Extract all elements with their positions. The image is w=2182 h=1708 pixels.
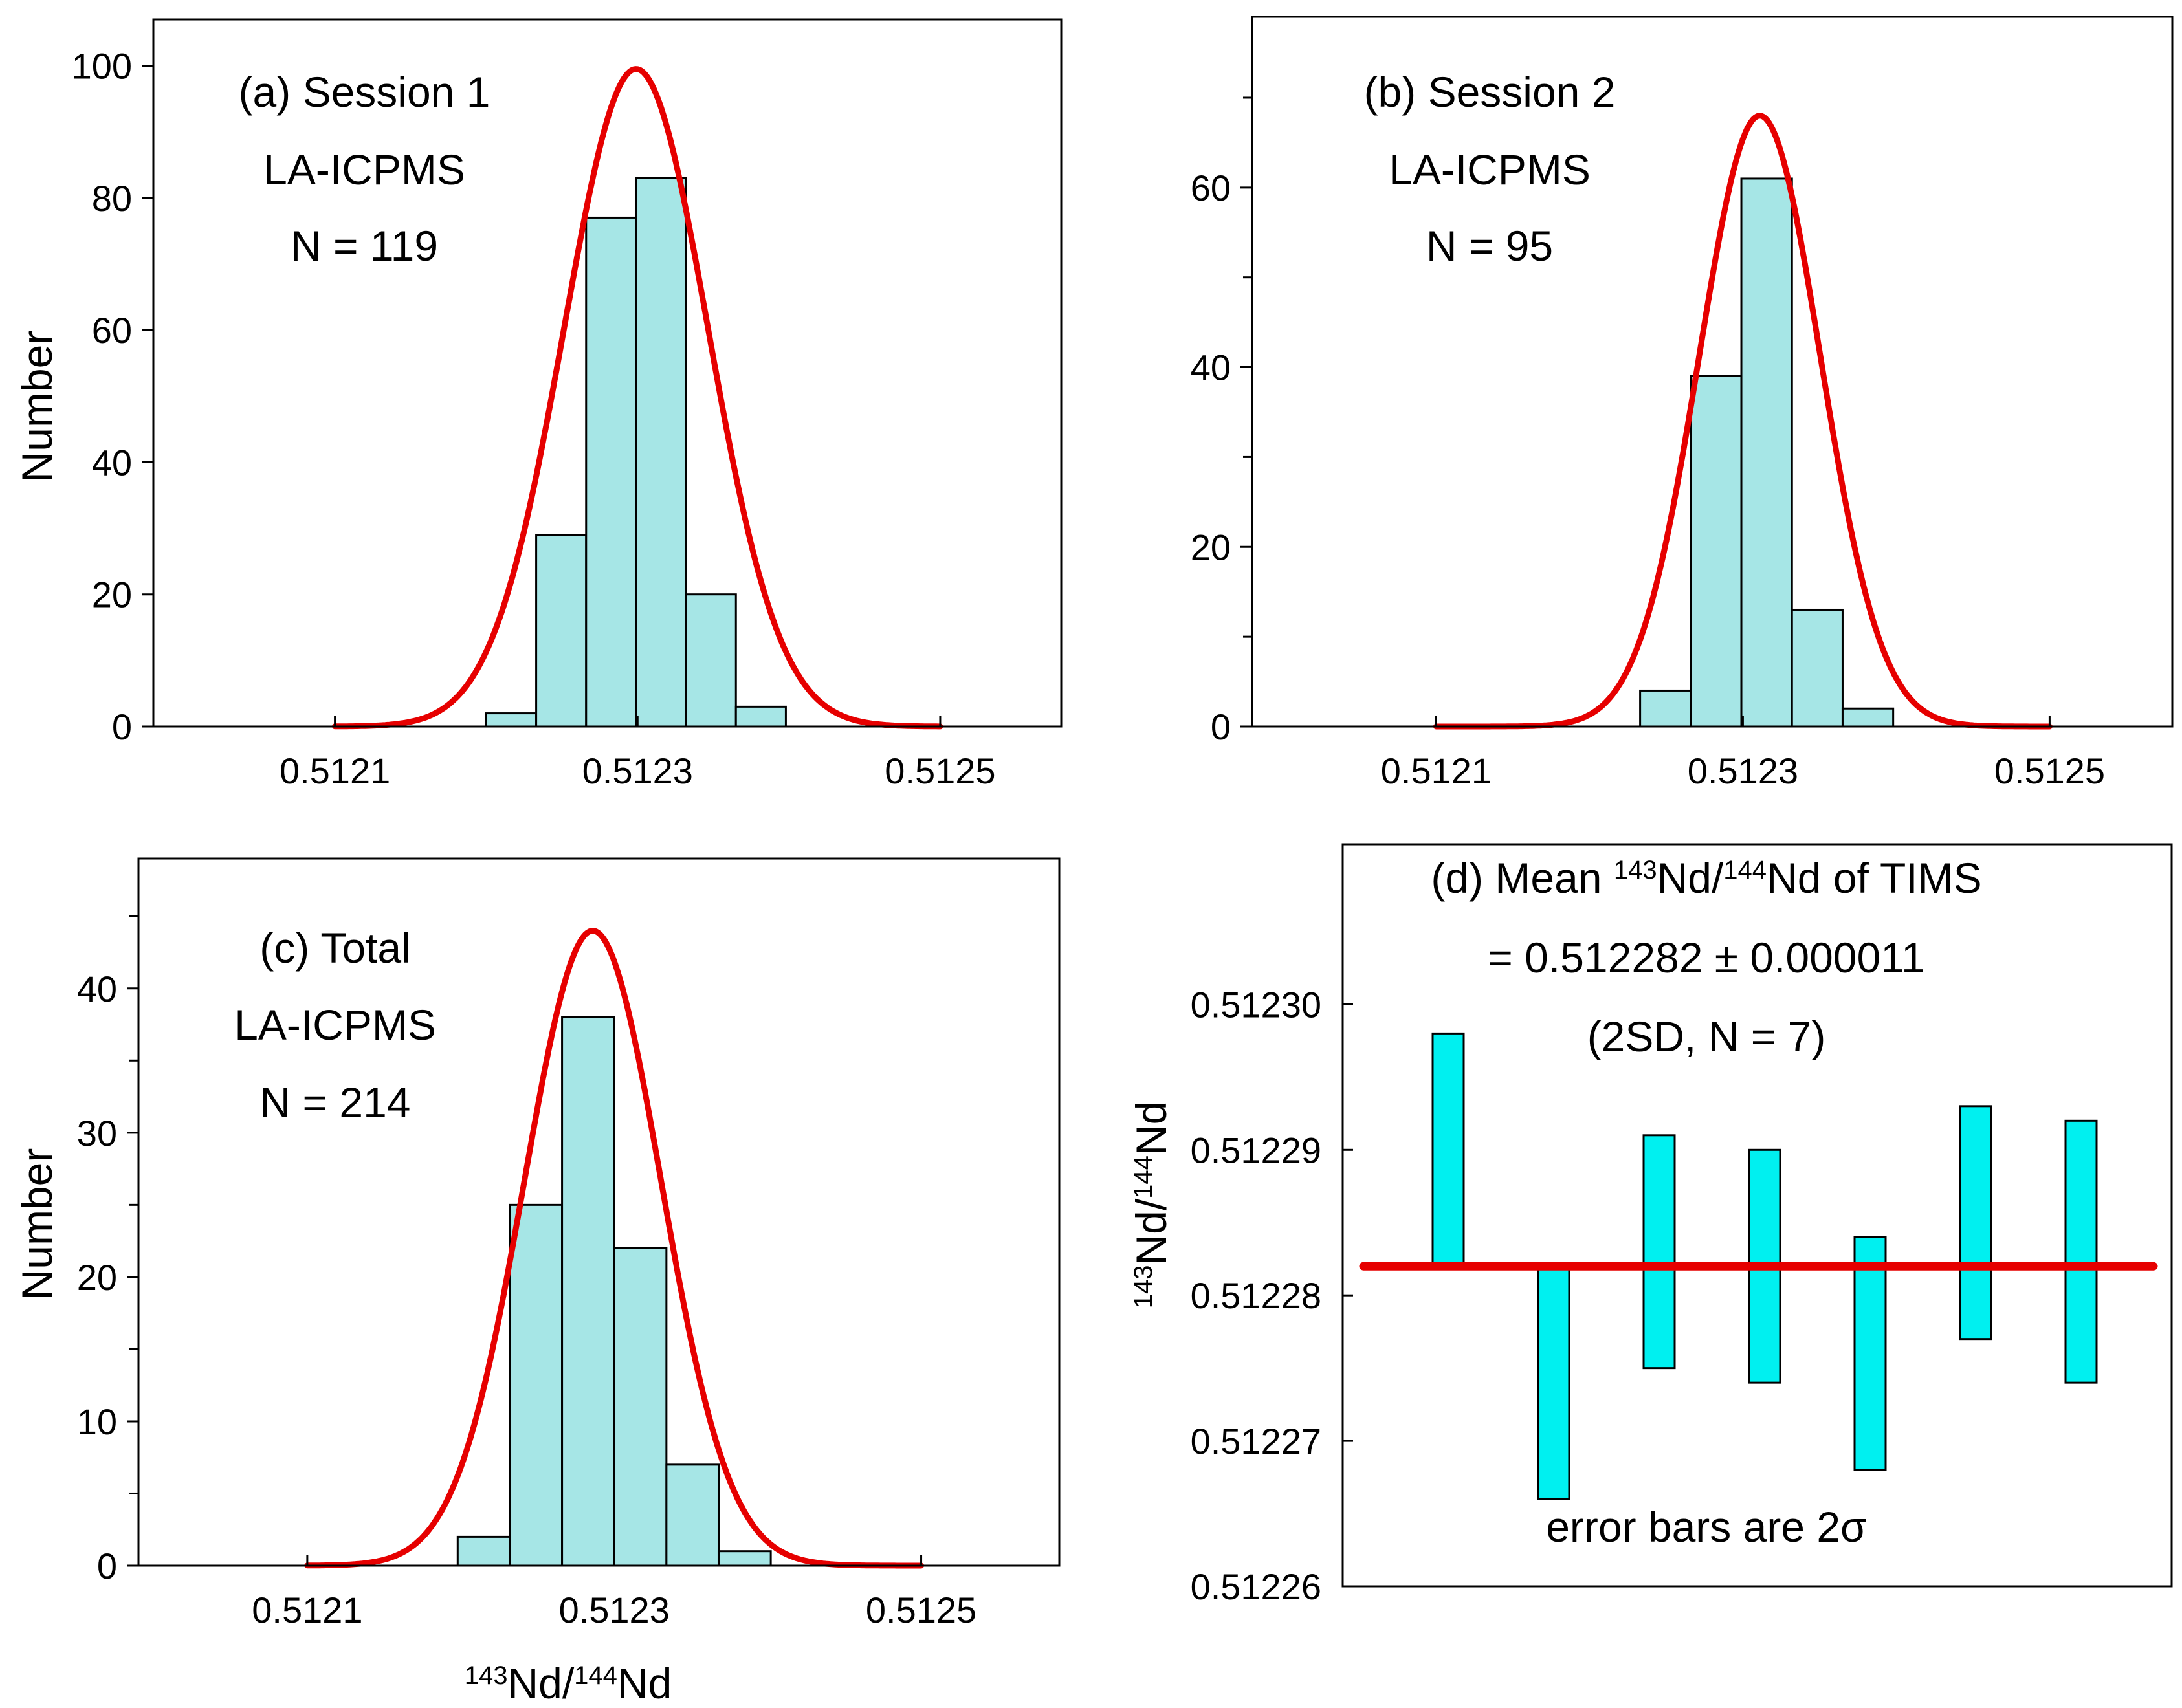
- histogram-bar: [1841, 707, 1895, 728]
- panel-b: 0.5121 0.5123 0.5125 0 20 40 60 (b) Session 2 LA…: [1191, 16, 2174, 791]
- gaussian-fit-curve: [332, 66, 943, 730]
- panel-annotation: LA-ICPMS: [1389, 146, 1591, 193]
- histogram-bar: [485, 712, 538, 728]
- error-bar: [1431, 1032, 1465, 1267]
- y-tick-label: 0.51230: [1191, 984, 1321, 1025]
- x-tick-label: 0.5123: [1688, 750, 1798, 791]
- histogram-bar: [734, 705, 787, 728]
- error-bar: [1853, 1236, 1887, 1471]
- y-tick-label: 100: [72, 46, 132, 87]
- histogram-bar: [685, 593, 737, 728]
- y-tick-label: 60: [1191, 168, 1231, 208]
- plot-frame: [1341, 843, 2173, 1588]
- panel-annotation: LA-ICPMS: [234, 1001, 436, 1049]
- y-tick-label: 0.51227: [1191, 1421, 1321, 1462]
- x-tick-label: 0.5121: [1381, 750, 1492, 791]
- panel-d: 0.51226 0.51227 0.51228 0.51229 0.51230 error…: [1127, 843, 2173, 1607]
- error-bar: [1642, 1134, 1676, 1370]
- histogram-bar: [635, 177, 687, 728]
- panel-c: 0.5121 0.5123 0.5125 0 10 20 30 40 (c) Total LA-I…: [13, 857, 1061, 1707]
- histogram-bar: [665, 1463, 720, 1567]
- y-tick-label: 80: [92, 178, 132, 219]
- panel-annotation: N = 214: [260, 1078, 411, 1126]
- y-tick-label: 60: [92, 310, 132, 351]
- histogram-bar: [585, 216, 637, 728]
- y-tick-label: 0: [112, 706, 132, 747]
- plot-frame: [1251, 16, 2174, 728]
- y-tick-label: 0: [97, 1546, 117, 1586]
- panel-annotation: (b) Session 2: [1364, 68, 1616, 116]
- plot-frame: [152, 18, 1063, 728]
- plot-frame: [137, 857, 1061, 1567]
- footnote: error bars are 2σ: [1546, 1503, 1867, 1551]
- x-tick-label: 0.5125: [866, 1590, 976, 1630]
- error-bar: [1959, 1105, 1992, 1341]
- histogram-bar: [456, 1535, 511, 1567]
- error-bar: [1537, 1265, 1570, 1500]
- y-tick-label: 20: [92, 575, 132, 615]
- y-tick-label: 10: [77, 1401, 117, 1442]
- y-tick-label: 40: [77, 969, 117, 1009]
- panel-annotation: N = 119: [291, 222, 438, 270]
- y-tick-label: 20: [77, 1257, 117, 1298]
- panel-annotation: = 0.512282 ± 0.000011: [1488, 934, 1924, 981]
- y-tick-label: 40: [92, 442, 132, 483]
- error-bar: [2064, 1119, 2098, 1384]
- histogram-bar: [1740, 177, 1793, 728]
- x-tick-label: 0.5121: [252, 1590, 362, 1630]
- y-axis-label: Number: [13, 1148, 61, 1300]
- y-tick-label: 20: [1191, 527, 1231, 567]
- y-tick-label: 0: [1211, 706, 1231, 747]
- y-tick-label: 0.51226: [1191, 1566, 1321, 1607]
- panel-annotation: (d) Mean 143Nd/144Nd of TIMS: [1431, 854, 1981, 902]
- histogram-bar: [535, 534, 588, 728]
- panel-annotation: LA-ICPMS: [263, 146, 465, 193]
- panel-annotation: (c) Total: [259, 924, 411, 972]
- panel-a: 0.5121 0.5123 0.5125 0 20 40 60 80 100 (a) Sessio…: [13, 18, 1063, 791]
- panel-annotation: (2SD, N = 7): [1587, 1013, 1826, 1060]
- x-tick-label: 0.5125: [1994, 750, 2105, 791]
- histogram-bar: [561, 1016, 615, 1567]
- y-tick-label: 30: [77, 1113, 117, 1154]
- y-axis-label: Number: [13, 331, 61, 483]
- histogram-bar: [1690, 375, 1743, 728]
- gaussian-fit-curve: [304, 928, 924, 1569]
- x-tick-label: 0.5121: [280, 750, 390, 791]
- y-tick-label: 0.51229: [1191, 1130, 1321, 1170]
- histogram-bar: [1791, 608, 1844, 728]
- panel-annotation: N = 95: [1426, 222, 1553, 270]
- y-tick-label: 0.51228: [1191, 1275, 1321, 1316]
- histogram-bar: [1639, 689, 1692, 728]
- x-tick-label: 0.5123: [582, 750, 693, 791]
- x-tick-label: 0.5125: [885, 750, 995, 791]
- x-tick-label: 0.5123: [559, 1590, 670, 1630]
- histogram-bar: [717, 1550, 772, 1567]
- histogram-bar: [509, 1203, 564, 1567]
- y-tick-label: 40: [1191, 347, 1231, 388]
- y-axis-label: 143Nd/144Nd: [1127, 1101, 1175, 1309]
- x-axis-label: 143Nd/144Nd: [465, 1659, 672, 1707]
- panel-annotation: (a) Session 1: [239, 68, 490, 116]
- histogram-bar: [613, 1247, 668, 1567]
